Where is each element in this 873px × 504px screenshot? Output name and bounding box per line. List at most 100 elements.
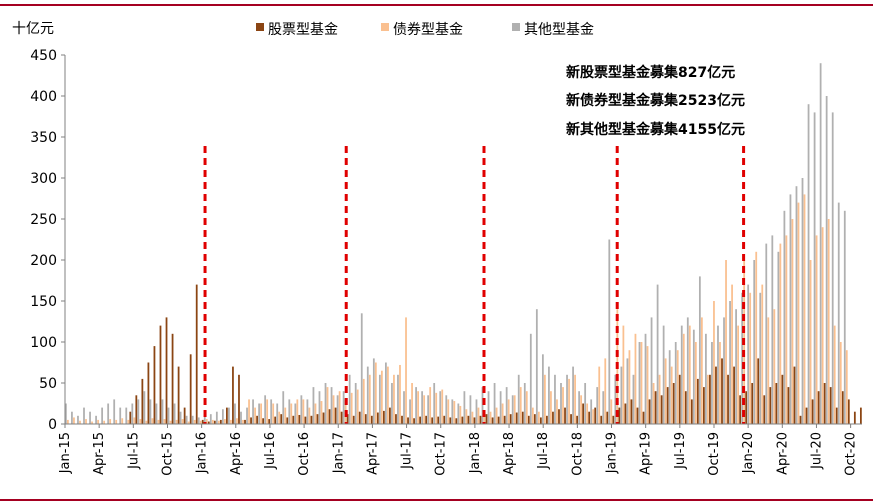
bar [298,414,301,424]
bar [765,243,768,424]
x-tick-label: Oct-17 [434,432,449,476]
bar [91,421,93,424]
bar [795,186,798,424]
bar [823,383,826,424]
bar [270,399,273,424]
bar [173,403,176,424]
bar [226,407,228,424]
bar [157,419,160,424]
bar [85,419,87,424]
bar [558,409,560,424]
bar [421,391,424,424]
bar [703,387,705,424]
bar [199,420,202,424]
bar [238,374,240,424]
bar [191,415,194,424]
bar [684,391,687,424]
bar [230,419,232,424]
bar [690,399,693,424]
bar [364,414,367,424]
bar [821,227,824,424]
bar [493,383,496,424]
bar [739,395,742,424]
bar [161,399,164,424]
x-tick-label: Jul-16 [263,432,278,470]
bar [799,415,802,424]
bar [133,417,136,424]
bar [556,399,558,424]
bar [527,415,530,424]
bar [449,417,452,424]
bar [101,407,104,424]
bar [700,317,703,424]
bar [382,410,385,424]
bar [733,366,735,424]
bar [423,395,426,424]
bar [548,366,550,424]
x-tick-label: Jul-20 [809,432,824,470]
x-tick-label: Jan-19 [605,432,620,474]
bar [572,366,574,424]
bar [397,374,399,424]
bar [207,421,210,424]
bar [707,374,709,424]
bar [550,391,552,424]
bar [417,391,419,424]
bar [656,284,659,424]
bar [242,419,244,424]
bar [403,391,405,424]
bar [513,395,516,424]
bar [461,416,464,424]
bar [380,370,383,424]
bar [618,407,621,424]
bar [801,178,804,424]
x-axis-ticks: Jan-15 Apr-15 Jul-15 Oct-15 Jan-16 Apr-16 Jul-… [58,424,859,476]
bar [419,416,421,424]
bar [592,409,595,424]
bar [409,399,411,424]
bar [755,251,758,424]
bar [771,235,774,424]
bar [236,418,238,424]
x-tick-label: Apr-15 [92,432,107,475]
bar [813,112,816,425]
bar [596,387,599,424]
bar [282,391,285,424]
bar [113,399,116,424]
bar [334,407,337,424]
bar [95,415,97,424]
bar [153,346,156,424]
bar [370,415,373,424]
bar [292,415,295,424]
bar [304,416,307,424]
bar [586,403,589,424]
bar [286,417,289,424]
bar [711,342,713,424]
bar [841,391,844,424]
bar [433,383,436,424]
bar [447,399,450,424]
bar [455,418,458,424]
bar [250,417,252,424]
bar [189,354,192,424]
bar [407,417,409,424]
bar [413,418,415,424]
bar [320,401,323,424]
bar [546,415,548,424]
x-tick-label: Jan-20 [741,432,756,474]
bar [529,333,532,424]
y-tick-label: 250 [30,212,57,228]
bar [767,317,770,424]
bar [224,419,226,424]
bar [137,399,140,424]
bar [278,411,281,424]
bar [606,411,609,424]
bar [374,362,377,424]
bar [501,403,504,424]
bar [405,317,407,424]
x-tick-label: Oct-19 [707,432,722,476]
bar [753,260,756,424]
bar [376,412,379,424]
bar [731,284,733,424]
bar [628,350,631,424]
